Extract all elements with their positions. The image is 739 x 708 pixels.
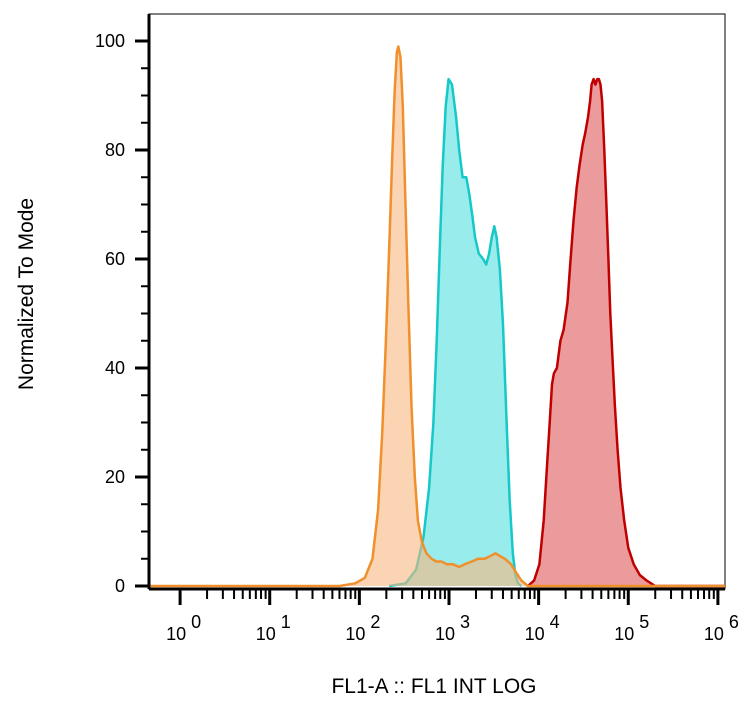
- x-tick-exponent: 3: [460, 612, 470, 632]
- x-axis-title: FL1-A :: FL1 INT LOG: [331, 675, 536, 698]
- x-tick-exponent: 6: [729, 612, 739, 632]
- y-axis-title: Normalized To Mode: [15, 198, 38, 390]
- series-1-line: [388, 77, 523, 588]
- x-tick-label: 10: [614, 624, 634, 644]
- series-0-line: [527, 77, 725, 588]
- y-tick-label: 100: [95, 31, 125, 51]
- x-tick-exponent: 2: [370, 612, 380, 632]
- series-2-line: [149, 45, 725, 588]
- y-axis: 0 20 40 60 80 100: [95, 14, 151, 596]
- y-tick-label: 20: [105, 467, 125, 487]
- x-tick-exponent: 1: [281, 612, 291, 632]
- x-tick-label: 10: [704, 624, 724, 644]
- x-tick-label: 10: [345, 624, 365, 644]
- x-tick-exponent: 0: [191, 612, 201, 632]
- series-layer: [149, 45, 725, 588]
- series-0-area: [527, 79, 725, 586]
- y-tick-label: 40: [105, 358, 125, 378]
- x-tick-exponent: 5: [639, 612, 649, 632]
- x-tick-label: 10: [525, 624, 545, 644]
- x-tick-exponent: 4: [550, 612, 560, 632]
- x-tick-label: 10: [166, 624, 186, 644]
- series-1-area: [389, 79, 522, 586]
- x-tick-label: 10: [256, 624, 276, 644]
- y-tick-label: 60: [105, 249, 125, 269]
- y-tick-label: 80: [105, 140, 125, 160]
- x-tick-label: 10: [435, 624, 455, 644]
- y-tick-label: 0: [115, 576, 125, 596]
